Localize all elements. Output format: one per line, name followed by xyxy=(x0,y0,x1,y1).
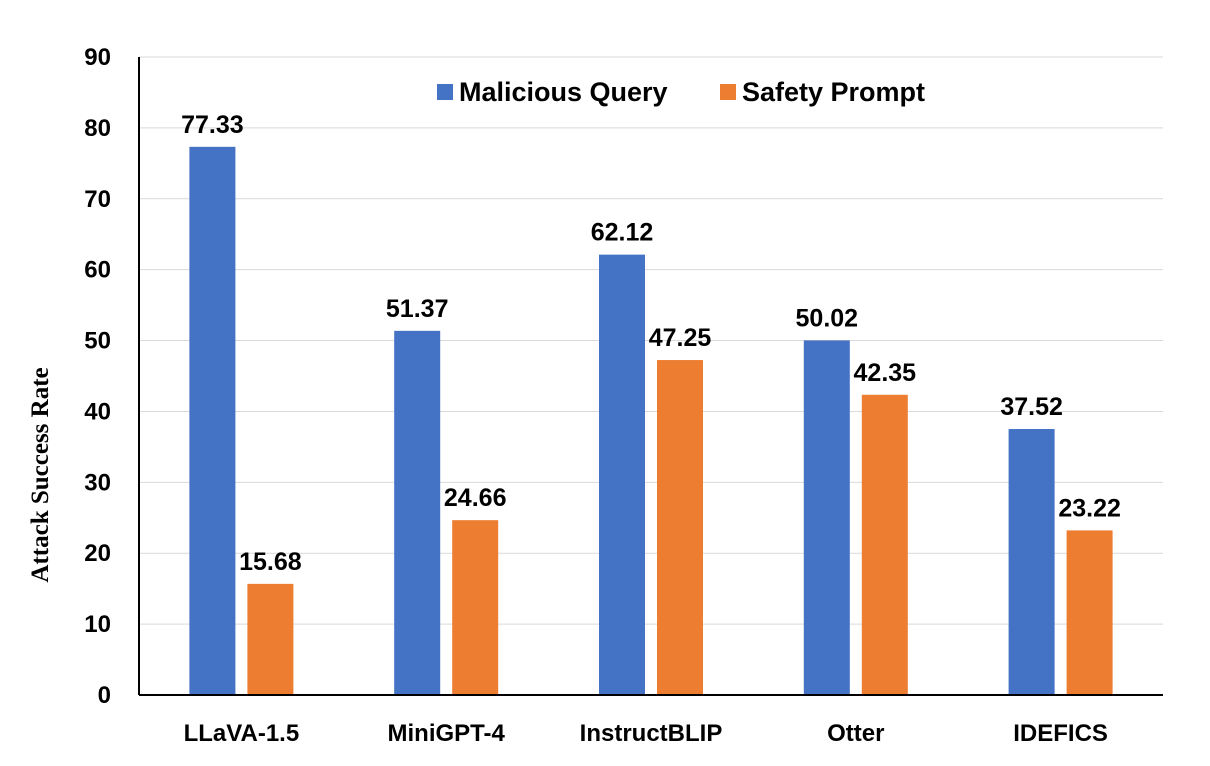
bar-safety-prompt xyxy=(452,520,499,695)
bar-malicious-query xyxy=(599,254,645,695)
y-tick-label: 10 xyxy=(84,611,111,638)
data-label: 42.35 xyxy=(854,359,917,387)
bar-malicious-query xyxy=(394,330,441,695)
y-tick-label: 50 xyxy=(84,328,111,355)
bars xyxy=(189,146,1113,695)
axes xyxy=(138,57,1163,696)
bar-safety-prompt xyxy=(657,360,703,695)
legend-swatch xyxy=(720,84,736,100)
x-tick-label: InstructBLIP xyxy=(580,720,723,747)
legend: Malicious Query Safety Prompt xyxy=(437,77,925,107)
x-tick-label: IDEFICS xyxy=(1013,720,1108,747)
x-tick-label: Otter xyxy=(827,720,884,747)
bar-malicious-query xyxy=(1008,429,1055,695)
y-tick-labels: 0 10 20 30 40 50 60 70 80 90 xyxy=(84,44,111,709)
data-label: 15.68 xyxy=(239,548,302,576)
x-tick-label: LLaVA-1.5 xyxy=(184,720,300,747)
y-tick-label: 0 xyxy=(98,682,111,709)
y-tick-label: 80 xyxy=(84,115,111,142)
bar-malicious-query xyxy=(803,340,850,695)
x-tick-labels: LLaVA-1.5 MiniGPT-4 InstructBLIP Otter IDEFI… xyxy=(184,720,1108,747)
data-label: 23.22 xyxy=(1058,494,1121,522)
data-label: 51.37 xyxy=(386,295,449,323)
bar-malicious-query xyxy=(189,146,236,695)
data-label: 37.52 xyxy=(1000,393,1063,421)
data-label: 47.25 xyxy=(649,324,712,352)
bar-safety-prompt xyxy=(247,583,294,695)
x-tick-label: MiniGPT-4 xyxy=(388,720,506,747)
y-tick-label: 20 xyxy=(84,540,111,567)
y-tick-label: 40 xyxy=(84,398,111,425)
data-labels: 77.33 15.68 51.37 24.66 62.12 47.25 50.02 42.35… xyxy=(181,111,1121,576)
gridlines xyxy=(139,56,1163,625)
y-tick-label: 30 xyxy=(84,469,111,496)
bar-safety-prompt xyxy=(1066,530,1113,695)
legend-label: Safety Prompt xyxy=(742,77,925,107)
y-axis-title: Attack Success Rate xyxy=(27,367,54,582)
data-label: 77.33 xyxy=(181,111,244,139)
data-label: 62.12 xyxy=(591,219,654,247)
data-label: 24.66 xyxy=(444,484,507,512)
y-tick-label: 90 xyxy=(84,44,111,71)
bar-safety-prompt xyxy=(861,394,908,695)
y-tick-label: 60 xyxy=(84,257,111,284)
y-tick-label: 70 xyxy=(84,186,111,213)
legend-swatch xyxy=(437,84,453,100)
legend-label: Malicious Query xyxy=(459,77,668,107)
data-label: 50.02 xyxy=(796,304,859,332)
